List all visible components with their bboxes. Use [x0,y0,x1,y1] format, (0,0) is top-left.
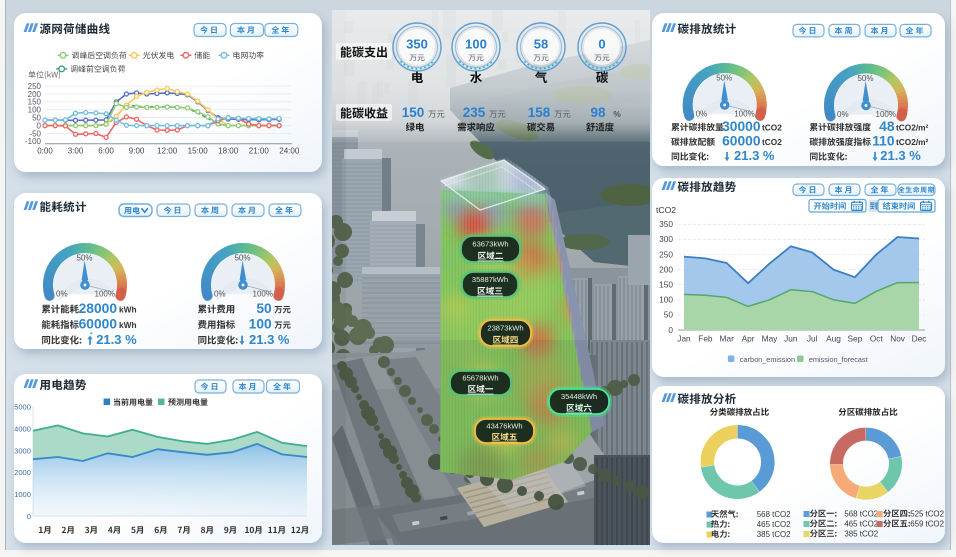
svg-text:1000: 1000 [14,490,31,499]
svg-text:Aug: Aug [826,334,841,344]
svg-text:Jan: Jan [677,334,691,344]
svg-text:58: 58 [534,37,548,52]
svg-text:Dec: Dec [912,334,927,344]
svg-text:tCO2: tCO2 [762,122,782,132]
svg-text:May: May [762,334,779,344]
svg-text:5000: 5000 [14,403,31,412]
svg-text:100%: 100% [95,290,115,299]
svg-text:Jul: Jul [807,334,818,344]
svg-text:6:00: 6:00 [98,146,114,155]
svg-text:50%: 50% [716,74,732,83]
svg-text:30000: 30000 [722,119,761,134]
svg-text:568 tCO2: 568 tCO2 [844,510,878,519]
svg-text:100%: 100% [253,290,273,299]
svg-text:63673kWh: 63673kWh [472,239,508,248]
svg-text:tCO2: tCO2 [762,137,782,147]
svg-text:50%: 50% [76,254,92,263]
svg-text:21.3 %: 21.3 % [734,148,775,163]
svg-text:18:00: 18:00 [218,146,239,155]
svg-text:568 tCO2: 568 tCO2 [757,510,791,519]
svg-text:0: 0 [598,37,605,52]
svg-text:250: 250 [28,82,42,91]
svg-text:Oct: Oct [870,334,884,344]
svg-text:100: 100 [249,317,272,332]
svg-text:48: 48 [879,119,895,134]
svg-text:carbon_emission: carbon_emission [740,355,795,364]
svg-text:0%: 0% [696,110,708,119]
svg-text:4000: 4000 [14,424,31,433]
svg-text:3:00: 3:00 [68,146,84,155]
svg-text:tCO2: tCO2 [656,205,676,215]
svg-text:15:00: 15:00 [188,146,209,155]
svg-text:%: % [613,109,621,119]
svg-text:50: 50 [256,301,272,316]
svg-text:0: 0 [27,512,31,521]
svg-text:350: 350 [406,37,428,52]
svg-text:emission_forecast: emission_forecast [809,355,868,364]
svg-text:385 tCO2: 385 tCO2 [757,530,791,539]
svg-text:Nov: Nov [890,334,906,344]
svg-text:110: 110 [872,134,895,149]
svg-text:150: 150 [28,98,42,107]
svg-text:21.3 %: 21.3 % [249,332,290,347]
svg-text:0%: 0% [56,290,68,299]
svg-text:0%: 0% [837,110,849,119]
svg-text:kWh: kWh [119,305,137,315]
svg-text:9:00: 9:00 [129,146,145,155]
svg-text:kWh: kWh [119,320,137,330]
svg-text:tCO2/m²: tCO2/m² [896,137,929,147]
svg-text:98: 98 [590,105,606,120]
svg-text:235: 235 [463,105,486,120]
svg-text:21.3 %: 21.3 % [96,332,137,347]
svg-text:-100: -100 [25,137,42,146]
svg-text:150: 150 [659,280,673,290]
svg-text:200: 200 [659,264,673,274]
svg-text:158: 158 [528,105,551,120]
svg-text:60000: 60000 [79,317,118,332]
svg-text:0%: 0% [214,290,226,299]
svg-text:350: 350 [659,219,673,229]
svg-text:100%: 100% [734,110,754,119]
svg-text:21:00: 21:00 [249,146,270,155]
svg-text:Feb: Feb [698,334,713,344]
svg-text:Apr: Apr [742,334,755,344]
svg-text:250: 250 [659,249,673,259]
svg-text:100: 100 [28,106,42,115]
svg-text:50%: 50% [234,254,250,263]
svg-text:24:00: 24:00 [279,146,300,155]
svg-text:385 tCO2: 385 tCO2 [844,530,878,539]
svg-text:60000: 60000 [722,134,761,149]
svg-text:0: 0 [668,325,673,335]
svg-text:150: 150 [402,105,425,120]
svg-text:43476kWh: 43476kWh [486,422,522,431]
svg-text:3000: 3000 [14,446,31,455]
svg-text:0:00: 0:00 [37,146,53,155]
svg-text:65678kWh: 65678kWh [462,374,498,383]
svg-text:12:00: 12:00 [157,146,178,155]
svg-text:Mar: Mar [720,334,735,344]
svg-text:Sep: Sep [848,334,863,344]
svg-text:tCO2/m²: tCO2/m² [896,122,929,132]
svg-text:Jun: Jun [784,334,798,344]
svg-text:100: 100 [659,295,673,305]
svg-text:28000: 28000 [79,301,118,316]
svg-text:35448kWh: 35448kWh [561,392,597,401]
svg-text:300: 300 [659,234,673,244]
svg-text:465 tCO2: 465 tCO2 [844,520,878,529]
svg-text:23873kWh: 23873kWh [487,323,523,332]
svg-text:0: 0 [37,121,42,130]
svg-text:465 tCO2: 465 tCO2 [757,520,791,529]
svg-text:50%: 50% [857,74,873,83]
svg-text:50: 50 [664,310,674,320]
svg-text:50: 50 [32,114,41,123]
svg-text:525 tCO2: 525 tCO2 [910,510,944,519]
svg-text:-50: -50 [29,129,41,138]
svg-text:659 tCO2: 659 tCO2 [910,520,944,529]
svg-text:2000: 2000 [14,468,31,477]
svg-text:35887kWh: 35887kWh [472,275,508,284]
svg-text:100%: 100% [876,110,896,119]
svg-text:21.3 %: 21.3 % [880,148,921,163]
svg-text:200: 200 [28,90,42,99]
svg-text:100: 100 [465,37,487,52]
